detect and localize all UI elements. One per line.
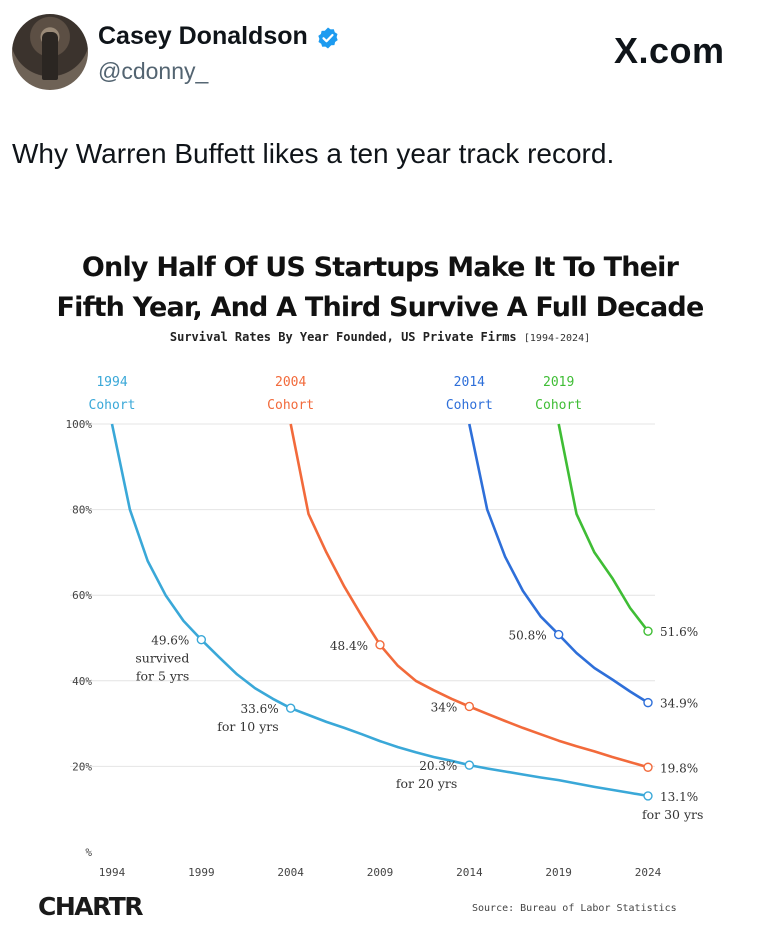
x-tick-label: 1994 — [99, 866, 126, 879]
annotation-text: survived — [135, 651, 189, 666]
avatar[interactable] — [12, 14, 88, 90]
chart-source: Source: Bureau of Labor Statistics — [472, 903, 677, 914]
y-tick-label: 20% — [72, 760, 92, 773]
series-label-year: 1994 — [96, 375, 127, 390]
chart-subtitle-range: [1994-2024] — [523, 333, 591, 344]
series-label-year: 2004 — [275, 375, 306, 390]
annotation-text: for 30 yrs — [642, 807, 703, 822]
author-handle[interactable]: @cdonny_ — [98, 58, 209, 84]
series-line-1994 — [110, 423, 649, 798]
series-label-year: 2014 — [454, 375, 485, 390]
x-tick-label: 2019 — [545, 866, 572, 879]
data-label: 33.6% — [241, 702, 279, 716]
x-tick-label: 2014 — [456, 866, 483, 879]
chart-subtitle: Survival Rates By Year Founded, US Priva… — [0, 330, 760, 344]
data-point-marker — [285, 703, 296, 713]
y-tick-label: 100% — [66, 418, 93, 431]
x-tick-label: 2024 — [635, 866, 662, 879]
y-tick-label: 80% — [72, 504, 92, 517]
series-line-2014 — [468, 423, 649, 704]
series-label-word: Cohort — [89, 398, 136, 413]
y-tick-label: 60% — [72, 589, 92, 602]
chart-title-line-1: Only Half Of US Startups Make It To Thei… — [81, 252, 679, 283]
data-point-marker — [196, 635, 207, 645]
data-label: 19.8% — [660, 761, 698, 775]
author-name[interactable]: Casey Donaldson — [98, 22, 308, 50]
chart-title-line-2: Fifth Year, And A Third Survive A Full D… — [56, 292, 705, 323]
data-label: 48.4% — [330, 639, 368, 653]
annotation-text: for 10 yrs — [217, 719, 278, 734]
data-label: 34% — [431, 700, 458, 714]
series-line-2019 — [557, 423, 650, 632]
data-label: 20.3% — [419, 759, 457, 773]
series-label-word: Cohort — [535, 398, 582, 413]
post-text: Why Warren Buffett likes a ten year trac… — [12, 138, 615, 169]
data-label: 49.6% — [151, 634, 189, 648]
site-label: X.com — [614, 30, 725, 71]
data-label: 51.6% — [660, 625, 698, 639]
data-point-marker — [375, 640, 385, 650]
data-point-marker — [643, 626, 653, 636]
data-point-marker — [464, 760, 475, 770]
chartr-logo: CHARTR — [38, 892, 144, 921]
data-label: 13.1% — [660, 790, 698, 804]
survival-line-chart: 100% 80% 60% 40% 20%% 1994 1999 2004 2009 2014 201… — [66, 375, 704, 879]
data-label: 50.8% — [509, 629, 547, 643]
verified-badge-icon — [318, 27, 338, 49]
data-point-marker — [464, 701, 475, 712]
data-label: 34.9% — [660, 697, 698, 711]
annotation-text: for 20 yrs — [396, 776, 457, 791]
x-tick-label: 2009 — [367, 866, 394, 879]
data-point-marker — [553, 629, 564, 640]
x-tick-label: 1999 — [188, 866, 215, 879]
chart-subtitle-text: Survival Rates By Year Founded, US Priva… — [169, 330, 517, 344]
data-point-marker — [643, 791, 653, 801]
x-tick-label: 2004 — [277, 866, 304, 879]
data-point-marker — [643, 762, 653, 772]
series-label-year: 2019 — [543, 375, 574, 390]
series-label-word: Cohort — [267, 398, 314, 413]
annotation-text: for 5 yrs — [136, 669, 189, 684]
y-tick-label: % — [85, 846, 92, 859]
y-tick-label: 40% — [72, 675, 92, 688]
data-point-marker — [643, 697, 653, 708]
series-label-word: Cohort — [446, 398, 493, 413]
